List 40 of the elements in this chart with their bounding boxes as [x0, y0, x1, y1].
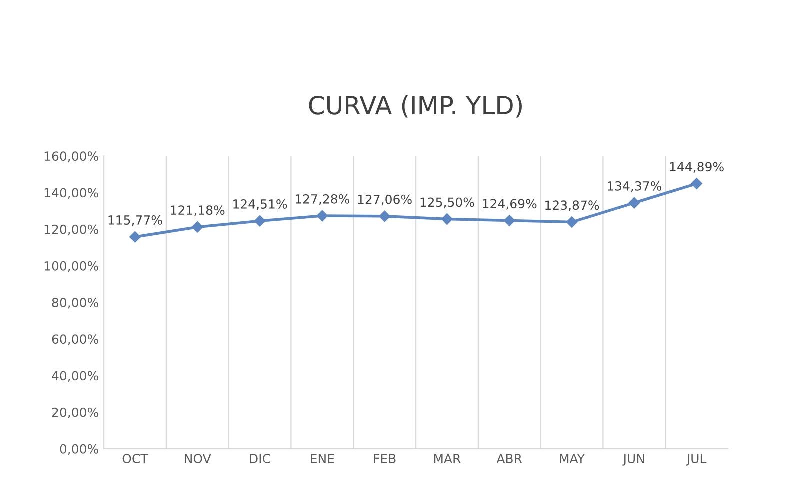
point — [254, 216, 266, 227]
data-label: 115,77% — [108, 216, 162, 226]
y-tick-label: 160,00% — [44, 152, 98, 162]
data-label: 134,37% — [608, 181, 662, 192]
x-tick-label: JUL — [686, 454, 707, 466]
y-tick-label: 20,00% — [52, 408, 98, 419]
point — [379, 210, 390, 222]
chart-title: CURVA (IMP. YLD) — [309, 96, 522, 118]
x-tick-label: ENE — [311, 454, 334, 464]
y-tick-label: 120,00% — [44, 224, 98, 236]
point — [691, 178, 702, 190]
point — [442, 214, 453, 225]
point — [130, 231, 141, 243]
point — [504, 215, 516, 226]
x-tick-label: ABR — [496, 454, 522, 464]
x-tick-label: FEB — [374, 454, 396, 464]
point — [316, 210, 328, 222]
point — [566, 216, 578, 228]
data-label: 125,50% — [420, 198, 474, 208]
point — [628, 197, 640, 209]
x-tick-label: MAY — [560, 454, 586, 464]
x-tick-label: NOV — [185, 454, 212, 464]
x-tick-label: OCT — [122, 454, 148, 464]
y-tick-label: 40,00% — [52, 371, 98, 382]
x-tick-label: JUN — [622, 454, 644, 466]
y-tick-label: 0,00% — [60, 444, 98, 456]
y-tick-label: 80,00% — [52, 298, 98, 309]
y-tick-label: 140,00% — [44, 188, 98, 199]
data-label: 124,69% — [483, 199, 537, 210]
y-tick-label: 100,00% — [44, 261, 98, 272]
data-label: 121,18% — [171, 206, 225, 216]
data-label: 127,06% — [358, 194, 412, 206]
data-label: 144,89% — [670, 162, 724, 173]
data-label: 123,87% — [546, 200, 600, 212]
x-tick-label: MAR — [434, 454, 461, 464]
data-label: 127,28% — [296, 194, 350, 206]
point — [192, 222, 204, 233]
y-tick-label: 60,00% — [52, 334, 98, 346]
x-tick-label: DIC — [250, 454, 270, 464]
data-label: 124,51% — [234, 200, 288, 210]
